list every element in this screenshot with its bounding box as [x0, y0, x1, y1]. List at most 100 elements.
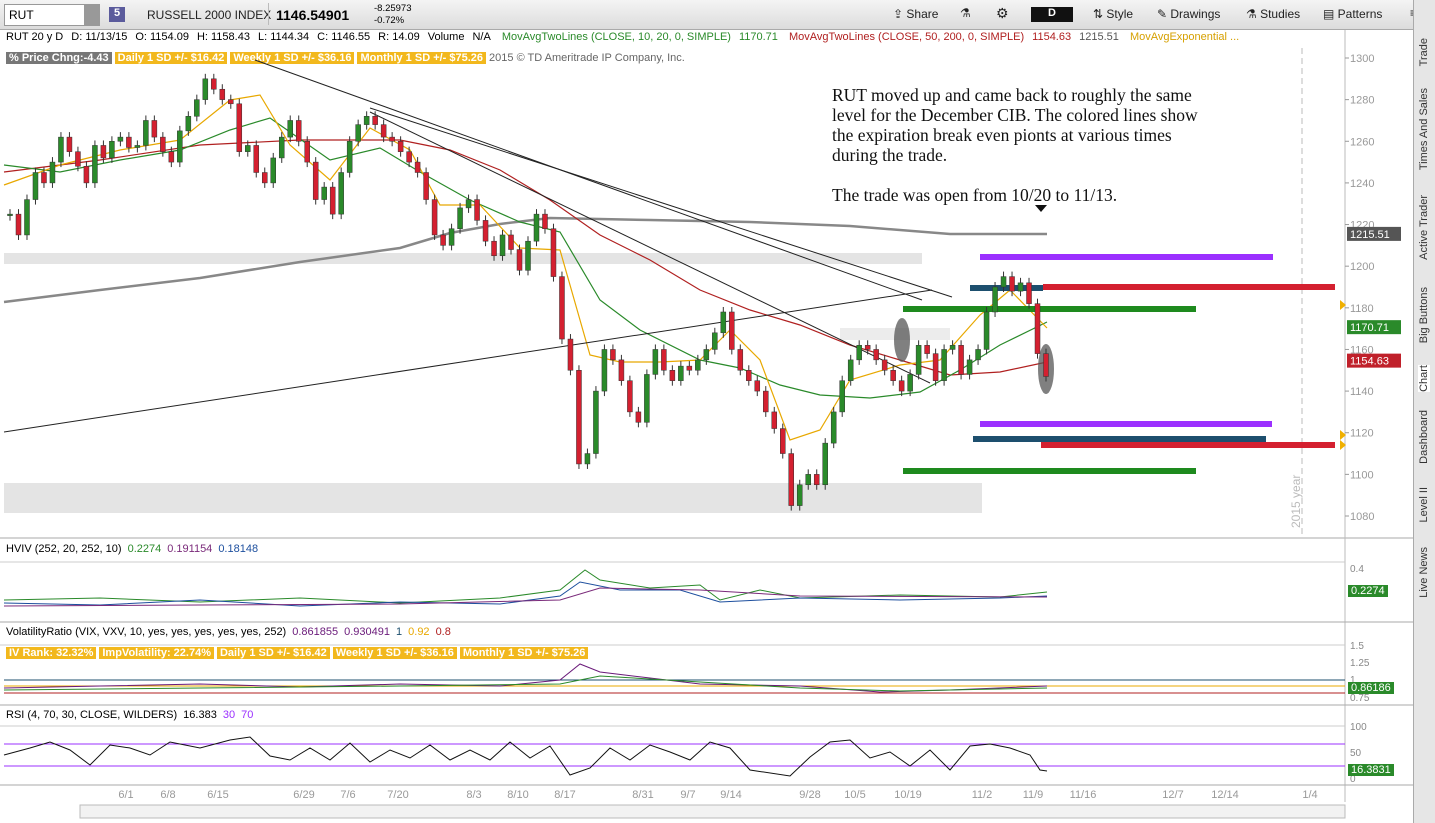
side-tab[interactable]: Trade: [1418, 38, 1430, 67]
share-button[interactable]: ⇪ Share: [893, 7, 939, 21]
candle: [618, 359, 625, 381]
study-value: 0.8: [435, 626, 451, 638]
settings-button[interactable]: ⚙: [996, 5, 1009, 21]
side-panel: Trade Times And Sales Active Trader Big But…: [1413, 0, 1435, 823]
candle: [712, 332, 718, 350]
candle: [397, 141, 404, 152]
price-tick-label: 1260: [1350, 136, 1374, 148]
candle: [533, 213, 540, 242]
date-label: 8/10: [507, 789, 528, 801]
candle: [771, 411, 778, 429]
candle: [177, 130, 183, 163]
date-label: 9/14: [720, 789, 741, 801]
candle: [584, 453, 591, 465]
candle: [15, 213, 22, 236]
date-label: 1/4: [1302, 789, 1317, 801]
price-tick-label: 1180: [1350, 303, 1374, 315]
monthly-sd: Monthly 1 SD +/- $75.26: [357, 52, 487, 64]
axis-label: 1: [1350, 675, 1356, 686]
candle: [245, 145, 251, 152]
candle: [669, 370, 676, 381]
vr-badges: IV Rank: 32.32% ImpVolatility: 22.74% Dail…: [6, 647, 591, 659]
drawings-button[interactable]: ✎ Drawings: [1157, 7, 1221, 21]
scrollbar[interactable]: [79, 804, 1346, 819]
hv2-line: [3, 587, 1048, 607]
candle: [661, 349, 667, 371]
side-tab[interactable]: Live News: [1418, 547, 1430, 598]
candle: [253, 145, 260, 173]
candle: [440, 234, 446, 246]
date-label: 6/29: [293, 789, 314, 801]
candle: [380, 124, 387, 138]
side-tab[interactable]: Times And Sales: [1418, 88, 1430, 171]
candle: [949, 345, 956, 350]
highlight: [894, 318, 910, 362]
price-tick-label: 1240: [1350, 178, 1374, 190]
vr2-line: [3, 675, 1048, 692]
side-tab[interactable]: Chart: [1418, 365, 1430, 392]
patterns-button[interactable]: ▤ Patterns: [1323, 7, 1383, 21]
candle: [126, 136, 132, 148]
price-tick-label: 1140: [1350, 386, 1374, 398]
trendline: [3, 289, 933, 433]
study-value: 0.92: [408, 626, 430, 638]
candle: [1017, 282, 1024, 292]
study-value: 70: [241, 709, 254, 721]
symbol-drop[interactable]: [84, 5, 99, 25]
date-label: 6/15: [207, 789, 228, 801]
candle: [754, 380, 761, 392]
candle: [610, 349, 616, 361]
candle: [864, 345, 871, 350]
studies-button[interactable]: ⚗ Studies: [1246, 7, 1301, 21]
side-tab[interactable]: Dashboard: [1418, 410, 1430, 464]
period-select[interactable]: D: [1031, 7, 1073, 22]
date-label: 7/20: [387, 789, 408, 801]
price-label-bg: [1347, 320, 1401, 335]
price-tick-label: 1200: [1350, 261, 1374, 273]
axis-label: 1.5: [1350, 641, 1364, 652]
side-tab[interactable]: Active Trader: [1418, 195, 1430, 260]
candle: [406, 151, 412, 163]
last-price: 1146.54901: [276, 7, 350, 23]
style-button[interactable]: ⇅ Style: [1093, 7, 1134, 21]
candle: [966, 359, 973, 375]
candle: [228, 99, 234, 105]
candle: [7, 213, 13, 216]
candle: [457, 207, 463, 229]
axis-label: 0: [1350, 774, 1356, 785]
candle: [627, 380, 633, 413]
info-bar: RUT 20 y D D: 11/13/15 O: 1154.09 H: 1158.4…: [6, 31, 1247, 43]
annotation-line: the expiration break even pionts at vari…: [832, 125, 1172, 145]
candle: [482, 220, 489, 242]
date-label: 6/1: [118, 789, 133, 801]
candle: [525, 240, 531, 271]
share-label: Share: [906, 7, 939, 21]
badge: IV Rank: 32.32%: [6, 647, 97, 659]
annotation-line: RUT moved up and came back to roughly th…: [832, 85, 1192, 105]
flask-button[interactable]: ⚗: [960, 6, 971, 20]
symbol-box[interactable]: RUT: [4, 4, 100, 26]
annotation-line: The trade was open from 10/20 to 11/13.: [832, 185, 1118, 205]
candle: [516, 249, 523, 271]
side-tab[interactable]: Big Buttons: [1418, 287, 1430, 344]
candle: [219, 88, 226, 100]
annotation-line: level for the December CIB. The colored …: [832, 105, 1198, 125]
link-badge[interactable]: 5: [109, 7, 125, 22]
sd-bar: % Price Chng:-4.43 Daily 1 SD +/- $16.42 W…: [6, 52, 685, 64]
axis-label: 0.4: [1350, 564, 1364, 575]
side-tab[interactable]: Level II: [1418, 487, 1430, 523]
candle: [474, 199, 480, 221]
candle: [338, 172, 344, 215]
candle: [678, 365, 684, 381]
candle: [559, 276, 565, 340]
badge: ImpVolatility: 22.74%: [99, 647, 214, 659]
price-label: 1170.71: [1350, 322, 1389, 334]
candle: [58, 136, 64, 163]
value-label: 0.2274: [1348, 585, 1388, 597]
date-label: 10/5: [844, 789, 865, 801]
candle: [644, 374, 650, 423]
candle: [355, 124, 361, 142]
price-label-bg: [1347, 353, 1401, 368]
break-even-lines: [903, 254, 1335, 474]
study-value: 16.383: [183, 709, 217, 721]
